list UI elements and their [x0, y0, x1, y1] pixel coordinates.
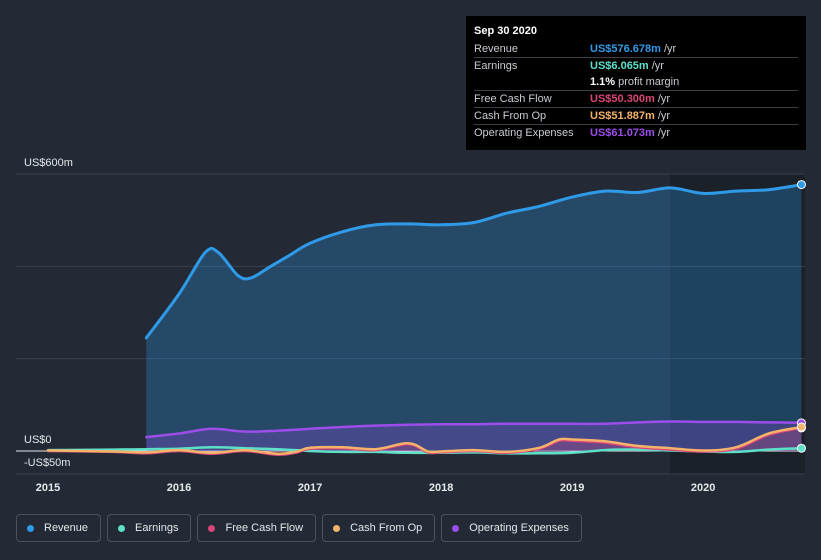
- series-endpoints: [796, 180, 806, 453]
- free-cash-flow-area: [48, 427, 802, 455]
- tooltip-key: Earnings: [474, 60, 518, 72]
- legend-label: Cash From Op: [350, 522, 423, 534]
- legend-dot-icon: [452, 524, 460, 532]
- series-lines: [46, 183, 803, 456]
- tooltip-row-operating-expenses: Operating Expenses US$61.073m /yr: [474, 124, 798, 141]
- tooltip-unit: /yr: [657, 127, 671, 139]
- tooltip-unit: profit margin: [618, 76, 680, 88]
- legend: Revenue Earnings Free Cash Flow Cash Fro…: [16, 514, 582, 542]
- legend-item-operating-expenses[interactable]: Operating Expenses: [441, 514, 582, 542]
- x-tick-label: 2017: [298, 482, 322, 494]
- revenue-line: [144, 183, 803, 340]
- legend-dot-icon: [118, 524, 126, 532]
- legend-item-revenue[interactable]: Revenue: [16, 514, 102, 542]
- earnings-endpoint: [796, 443, 806, 453]
- legend-item-earnings[interactable]: Earnings: [107, 514, 192, 542]
- tooltip-date: Sep 30 2020: [474, 25, 537, 37]
- tooltip-row-earnings: Earnings US$6.065m /yr: [474, 57, 798, 74]
- tooltip-unit: /yr: [657, 110, 671, 122]
- y-axis-top-label: US$600m: [24, 157, 73, 169]
- x-tick-label: 2019: [560, 482, 584, 494]
- forecast-highlight-band: [670, 174, 805, 474]
- x-tick-label: 2015: [36, 482, 60, 494]
- tooltip-value: US$50.300m: [590, 93, 655, 105]
- tooltip-value: US$51.887m: [590, 110, 655, 122]
- tooltip-unit: /yr: [657, 93, 671, 105]
- tooltip: Sep 30 2020 Revenue US$576.678m /yr Earn…: [466, 16, 806, 150]
- cash-from-op-endpoint: [796, 422, 806, 432]
- tooltip-key: Free Cash Flow: [474, 93, 552, 105]
- x-tick-label: 2020: [691, 482, 715, 494]
- cash-from-op-line: [46, 425, 803, 456]
- y-axis-bottom-label: -US$50m: [24, 457, 70, 469]
- tooltip-row-profit-margin: 1.1% profit margin: [474, 74, 798, 90]
- tooltip-value: US$61.073m: [590, 127, 655, 139]
- tooltip-row-revenue: Revenue US$576.678m /yr: [474, 41, 798, 57]
- y-axis-zero-label: US$0: [24, 434, 52, 446]
- tooltip-unit: /yr: [651, 60, 664, 72]
- x-tick-label: 2018: [429, 482, 453, 494]
- legend-label: Operating Expenses: [469, 522, 569, 534]
- tooltip-key: Cash From Op: [474, 110, 547, 122]
- legend-dot-icon: [208, 524, 216, 532]
- legend-label: Free Cash Flow: [225, 522, 304, 534]
- x-axis-ticks: 2015 2016 2017 2018 2019 2020: [36, 482, 716, 494]
- x-tick-label: 2016: [167, 482, 191, 494]
- tooltip-value: US$6.065m: [590, 60, 649, 72]
- legend-item-free-cash-flow[interactable]: Free Cash Flow: [197, 514, 317, 542]
- operating-expenses-line: [145, 420, 803, 439]
- tooltip-value: US$576.678m: [590, 43, 661, 55]
- legend-item-cash-from-op[interactable]: Cash From Op: [322, 514, 436, 542]
- tooltip-key: [474, 74, 590, 90]
- tooltip-unit: /yr: [663, 43, 677, 55]
- tooltip-value: 1.1%: [590, 76, 616, 88]
- legend-dot-icon: [27, 524, 34, 532]
- tooltip-row-cash-from-op: Cash From Op US$51.887m /yr: [474, 107, 798, 124]
- tooltip-row-free-cash-flow: Free Cash Flow US$50.300m /yr: [474, 90, 798, 107]
- legend-label: Revenue: [44, 522, 89, 534]
- revenue-endpoint: [796, 180, 806, 190]
- tooltip-key: Revenue: [474, 43, 519, 55]
- gridlines: [16, 173, 805, 475]
- tooltip-key: Operating Expenses: [474, 127, 574, 139]
- legend-dot-icon: [333, 524, 341, 532]
- chart: US$600m US$0 -US$50m 2015 2016 2017 2018 201…: [16, 157, 806, 494]
- legend-label: Earnings: [135, 522, 179, 534]
- revenue-area: [146, 184, 802, 451]
